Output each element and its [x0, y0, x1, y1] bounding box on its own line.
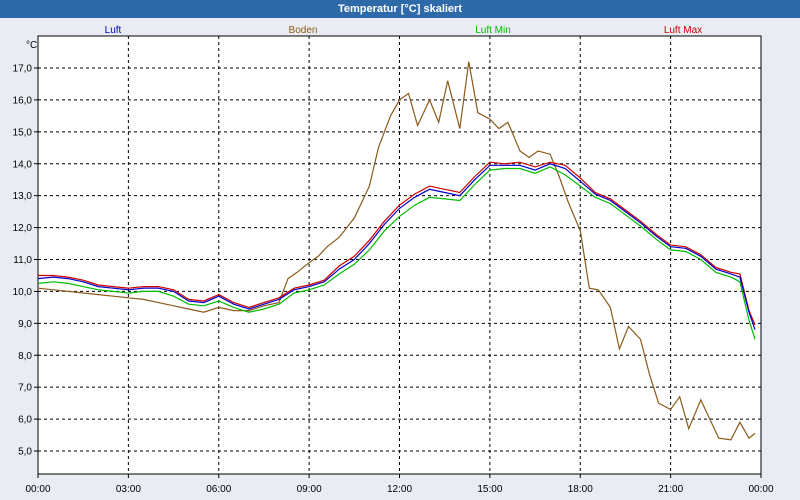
grid	[38, 36, 761, 474]
legend-entry: Luft Min	[475, 25, 511, 36]
x-tick-time: 18:00	[568, 484, 593, 495]
y-tick-label: 14,0	[13, 159, 33, 170]
series-line	[37, 61, 756, 441]
y-tick-label: 12,0	[13, 223, 33, 234]
x-tick-time: 03:00	[116, 484, 141, 495]
series-line	[37, 163, 756, 330]
y-axis: 17,0 16,0 15,0 14,0 13,0 12,0 11,0 10,0 9,0 8,0 7,…	[13, 64, 38, 458]
y-tick-label: 9,0	[18, 319, 32, 330]
x-tick-time: 09:00	[297, 484, 322, 495]
x-tick-time: 06:00	[206, 484, 231, 495]
y-tick-label: 8,0	[18, 351, 32, 362]
x-tick-time: 00:00	[25, 484, 50, 495]
y-tick-label: 10,0	[13, 287, 33, 298]
y-tick-label: 7,0	[18, 383, 32, 394]
y-tick-label: 17,0	[13, 64, 33, 75]
x-tick-time: 21:00	[658, 484, 683, 495]
y-tick-label: 11,0	[13, 255, 32, 266]
y-axis-unit: °C	[26, 40, 37, 51]
series-line	[37, 166, 756, 340]
y-tick-label: 16,0	[13, 95, 33, 106]
x-tick-time: 00:00	[748, 484, 773, 495]
legend-entry: Boden	[289, 25, 318, 36]
series-group	[37, 61, 756, 441]
y-tick-label: 15,0	[13, 127, 33, 138]
y-tick-label: 6,0	[18, 415, 32, 426]
y-tick-label: 13,0	[13, 191, 33, 202]
legend: Luft Boden Luft Min Luft Max	[105, 25, 703, 36]
series-line	[38, 161, 756, 326]
x-tick-time: 15:00	[477, 484, 502, 495]
chart-title: Temperatur [°C] skaliert	[0, 0, 800, 18]
line-chart: 17,0 16,0 15,0 14,0 13,0 12,0 11,0 10,0 9,0 8,0 7,…	[13, 25, 774, 495]
x-tick-time: 12:00	[387, 484, 412, 495]
legend-entry: Luft Max	[664, 25, 702, 36]
x-axis: 00:0015.03.1703:0015.03.1706:0015.03.170…	[25, 474, 774, 495]
y-tick-label: 5,0	[18, 447, 32, 458]
legend-entry: Luft	[105, 25, 122, 36]
